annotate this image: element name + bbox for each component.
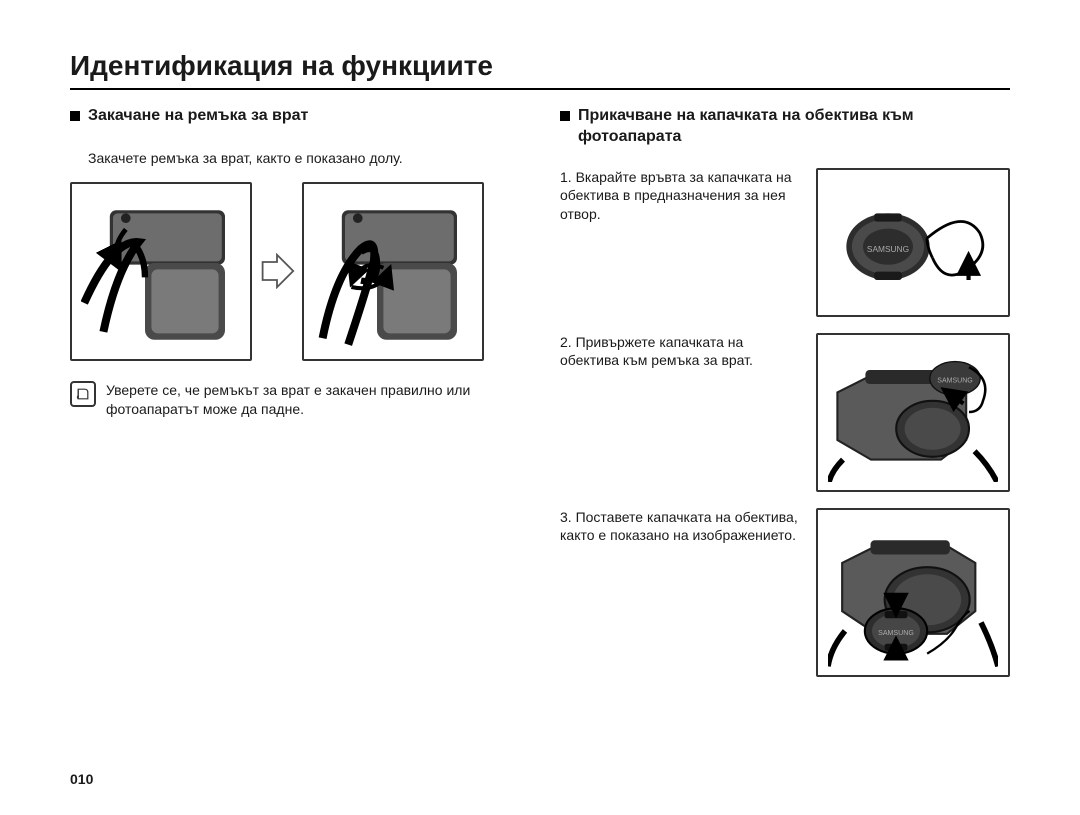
arrow-right-icon: [258, 252, 296, 290]
left-intro-text: Закачете ремъка за врат, както е показан…: [88, 149, 520, 168]
left-heading: Закачане на ремъка за врат: [70, 106, 520, 127]
strap-figure-row: [70, 182, 520, 361]
note-icon: [70, 381, 96, 407]
page-number: 010: [70, 771, 93, 787]
svg-text:SAMSUNG: SAMSUNG: [937, 378, 972, 385]
right-heading-text: Прикачване на капачката на обектива към …: [578, 106, 1010, 148]
svg-text:SAMSUNG: SAMSUNG: [867, 244, 909, 254]
step-3: 3. Поставете капачката на обектива, какт…: [560, 508, 1010, 677]
figure-strap-step-1: [70, 182, 252, 361]
figure-lenscap-loop: SAMSUNG: [816, 168, 1010, 317]
left-column: Закачане на ремъка за врат Закачете ремъ…: [70, 102, 520, 693]
step-1: 1. Вкарайте връвта за капачката на обект…: [560, 168, 1010, 317]
note-block: Уверете се, че ремъкът за врат е закачен…: [70, 381, 520, 420]
right-steps-list: 1. Вкарайте връвта за капачката на обект…: [560, 168, 1010, 677]
manual-page: Идентификация на функциите Закачане на р…: [0, 0, 1080, 815]
step-1-text: 1. Вкарайте връвта за капачката на обект…: [560, 168, 798, 225]
svg-text:SAMSUNG: SAMSUNG: [878, 629, 914, 637]
two-column-layout: Закачане на ремъка за врат Закачете ремъ…: [70, 102, 1010, 693]
step-2: 2. Привържете капачката на обектива към …: [560, 333, 1010, 492]
left-heading-text: Закачане на ремъка за врат: [88, 106, 308, 127]
bullet-icon: [560, 111, 570, 121]
step-2-text: 2. Привържете капачката на обектива към …: [560, 333, 798, 371]
right-heading: Прикачване на капачката на обектива към …: [560, 106, 1010, 148]
figure-strap-step-2: [302, 182, 484, 361]
bullet-icon: [70, 111, 80, 121]
step-3-text: 3. Поставете капачката на обектива, какт…: [560, 508, 798, 546]
figure-lenscap-tie: SAMSUNG: [816, 333, 1010, 492]
right-column: Прикачване на капачката на обектива към …: [560, 102, 1010, 693]
page-title: Идентификация на функциите: [70, 50, 1010, 90]
note-text: Уверете се, че ремъкът за врат е закачен…: [106, 381, 520, 420]
figure-lenscap-attach: SAMSUNG: [816, 508, 1010, 677]
